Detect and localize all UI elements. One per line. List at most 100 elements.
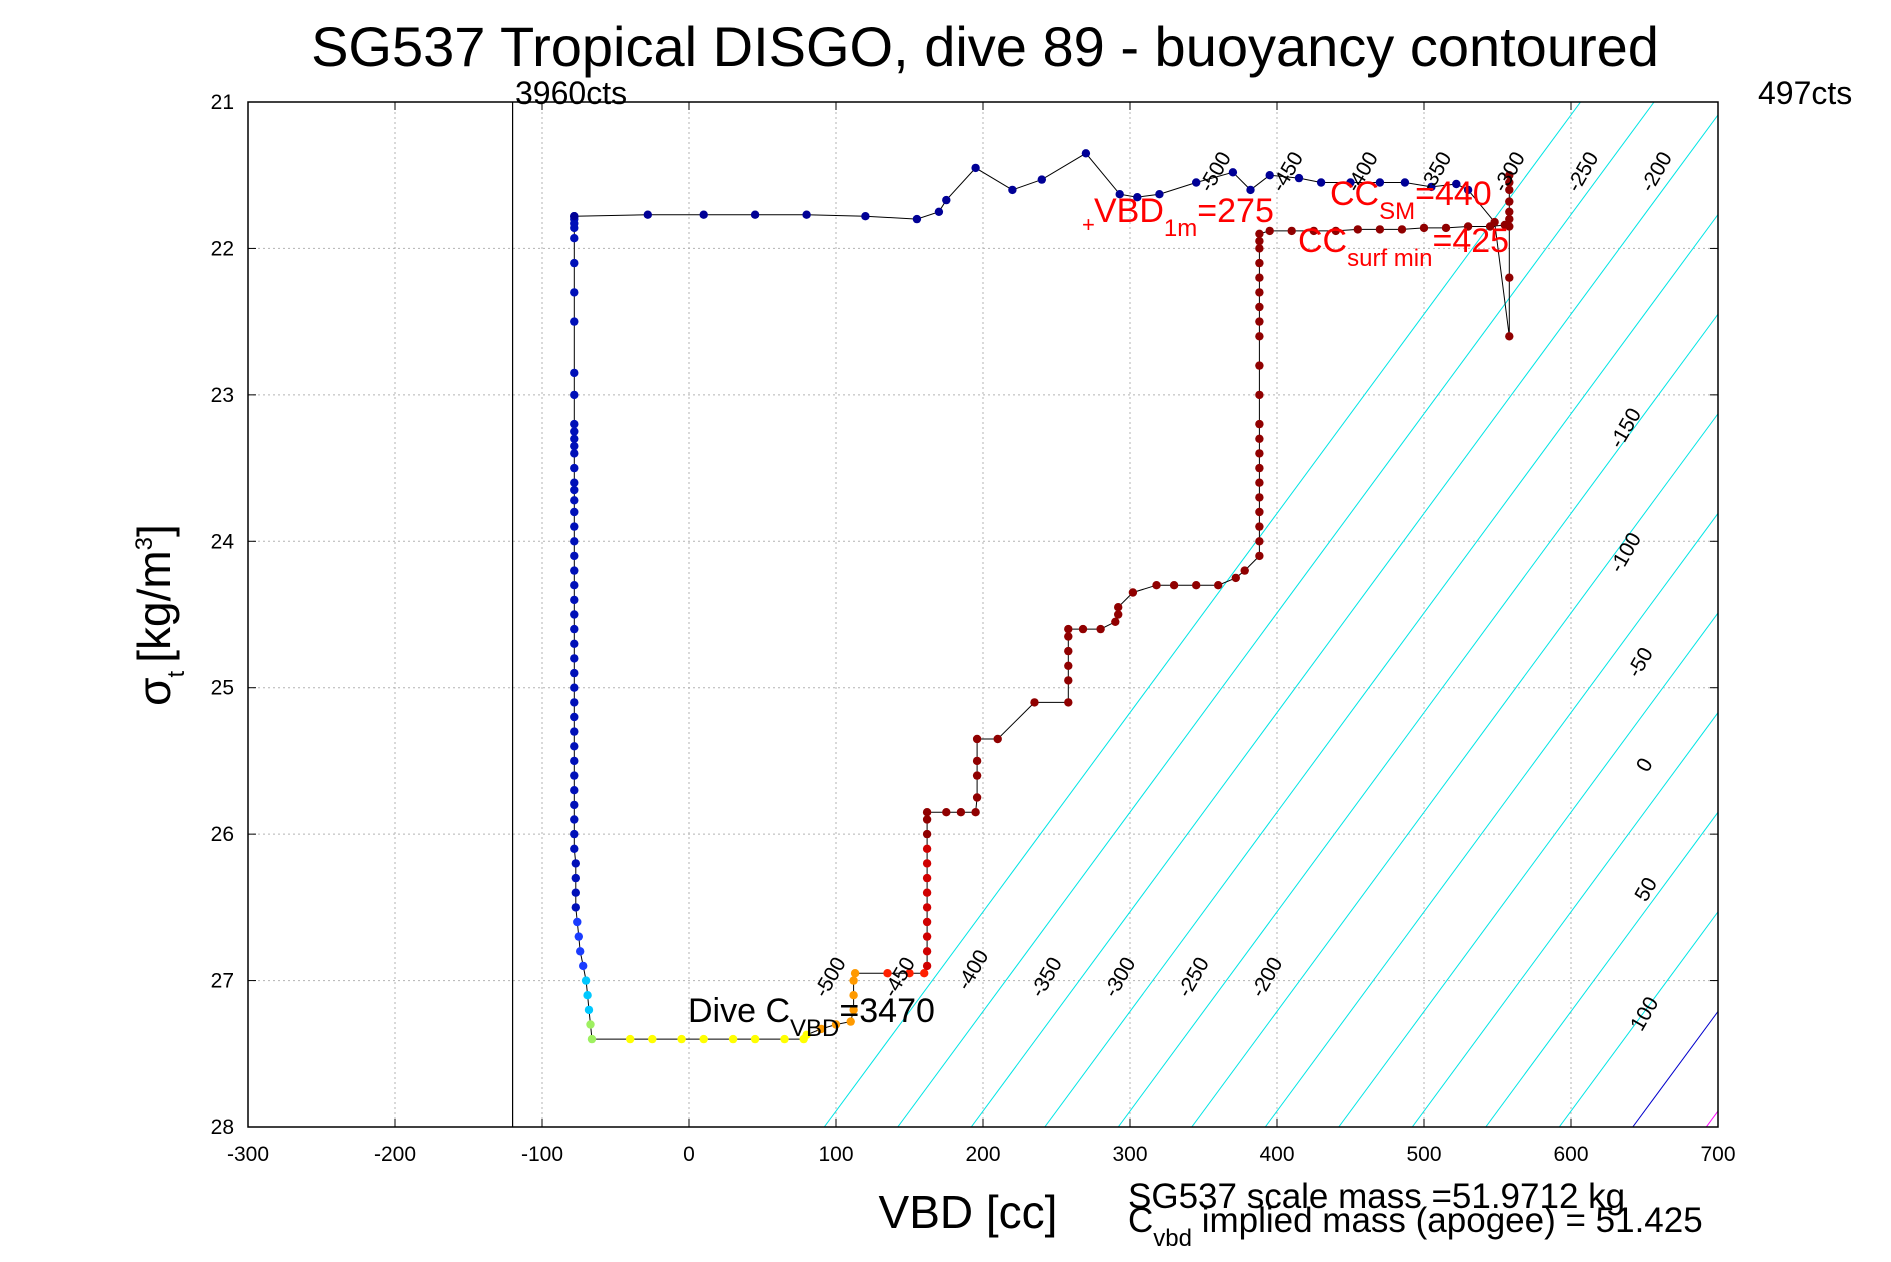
data-point: [922, 808, 932, 817]
data-point: [942, 195, 951, 205]
data-point: [861, 212, 870, 221]
data-point: [1064, 698, 1073, 707]
x-tick-label: 300: [1112, 1143, 1147, 1166]
data-point: [643, 210, 652, 219]
data-point: [972, 734, 982, 744]
data-point: [570, 390, 579, 400]
data-point: [1255, 537, 1264, 546]
contour-line: [1411, 711, 1718, 1127]
data-point: [831, 1020, 841, 1029]
data-point: [570, 507, 579, 517]
data-point: [570, 742, 579, 751]
data-point: [570, 639, 579, 648]
data-point: [1505, 197, 1514, 206]
data-point: [1309, 226, 1319, 236]
data-point: [1346, 178, 1355, 187]
data-point: [1265, 226, 1274, 236]
data-point: [1255, 273, 1264, 282]
data-point: [920, 969, 929, 978]
data-point: [1030, 698, 1039, 707]
data-point: [1419, 223, 1429, 233]
data-point: [570, 800, 579, 810]
data-point: [1231, 573, 1241, 583]
data-point: [1441, 223, 1451, 233]
data-point: [942, 808, 951, 817]
data-point: [1114, 603, 1123, 612]
y-tick-label: 21: [211, 91, 234, 114]
data-point: [583, 991, 592, 1000]
data-point: [570, 829, 579, 839]
data-point: [1255, 244, 1264, 253]
contour-line: [970, 114, 1718, 1127]
data-point: [1255, 361, 1264, 370]
data-point: [883, 969, 892, 978]
contour-line: [897, 102, 1655, 1127]
data-point: [570, 551, 579, 561]
data-point: [1255, 288, 1264, 297]
y-axis-label-sub: t: [163, 670, 190, 677]
data-point: [570, 288, 579, 297]
scale-mass-label: SG537 scale mass =51.9712 kg: [1128, 1177, 1625, 1216]
data-point: [570, 771, 579, 780]
data-point: [570, 463, 579, 473]
data-point: [570, 786, 579, 795]
data-point: [1505, 332, 1514, 341]
data-point: [850, 969, 860, 978]
y-tick-label: 28: [211, 1116, 234, 1139]
data-point: [1115, 190, 1124, 199]
data-point: [571, 903, 580, 912]
y-tick-label: 24: [211, 530, 235, 553]
data-point: [570, 449, 579, 458]
data-point: [1111, 617, 1120, 626]
data-point: [1265, 171, 1274, 180]
data-point: [849, 991, 858, 1000]
data-point: [1255, 551, 1264, 561]
data-point: [1133, 193, 1142, 202]
data-point: [570, 441, 579, 451]
data-point: [699, 1034, 708, 1044]
contour-line: [1044, 213, 1718, 1127]
x-tick-label: 0: [683, 1143, 695, 1166]
svg-text:σt[kg/m3]: σt [kg/m3]: [128, 524, 190, 706]
data-point: [570, 727, 579, 736]
data-point: [1505, 207, 1514, 216]
data-point: [570, 317, 579, 326]
data-point: [971, 808, 980, 817]
contour-line: [1338, 612, 1718, 1127]
data-point: [849, 1005, 858, 1015]
data-point: [922, 932, 932, 941]
data-point: [570, 683, 579, 692]
contour-line: [1264, 512, 1718, 1127]
data-point: [1490, 217, 1499, 227]
data-point: [570, 496, 579, 505]
data-point: [1192, 581, 1201, 590]
data-point: [1255, 390, 1264, 400]
x-tick-label: 500: [1406, 1143, 1441, 1166]
data-point: [1294, 173, 1304, 183]
y-tick-label: 26: [211, 823, 234, 846]
data-point: [571, 859, 580, 868]
data-point: [1064, 632, 1073, 641]
data-point: [956, 808, 966, 817]
data-point: [1463, 185, 1473, 195]
data-point: [570, 756, 579, 766]
data-point: [573, 917, 582, 927]
data-point: [570, 212, 579, 221]
data-point: [576, 947, 585, 956]
data-point: [626, 1034, 635, 1044]
data-point: [817, 1024, 826, 1034]
data-point: [750, 210, 760, 219]
data-point: [570, 610, 579, 619]
data-point: [1427, 182, 1436, 192]
data-point: [574, 932, 583, 941]
data-point: [1081, 149, 1091, 158]
data-point: [586, 1020, 595, 1029]
y-axis-label-sigma: σ: [128, 677, 180, 705]
data-point: [1463, 222, 1473, 231]
data-point: [1246, 185, 1255, 195]
implied-mass-label: Cvbd implied mass (apogee) = 51.425: [1128, 1201, 1703, 1252]
data-point: [1255, 258, 1264, 268]
data-point: [570, 434, 579, 443]
data-point: [1064, 676, 1073, 685]
data-point: [1240, 566, 1249, 575]
